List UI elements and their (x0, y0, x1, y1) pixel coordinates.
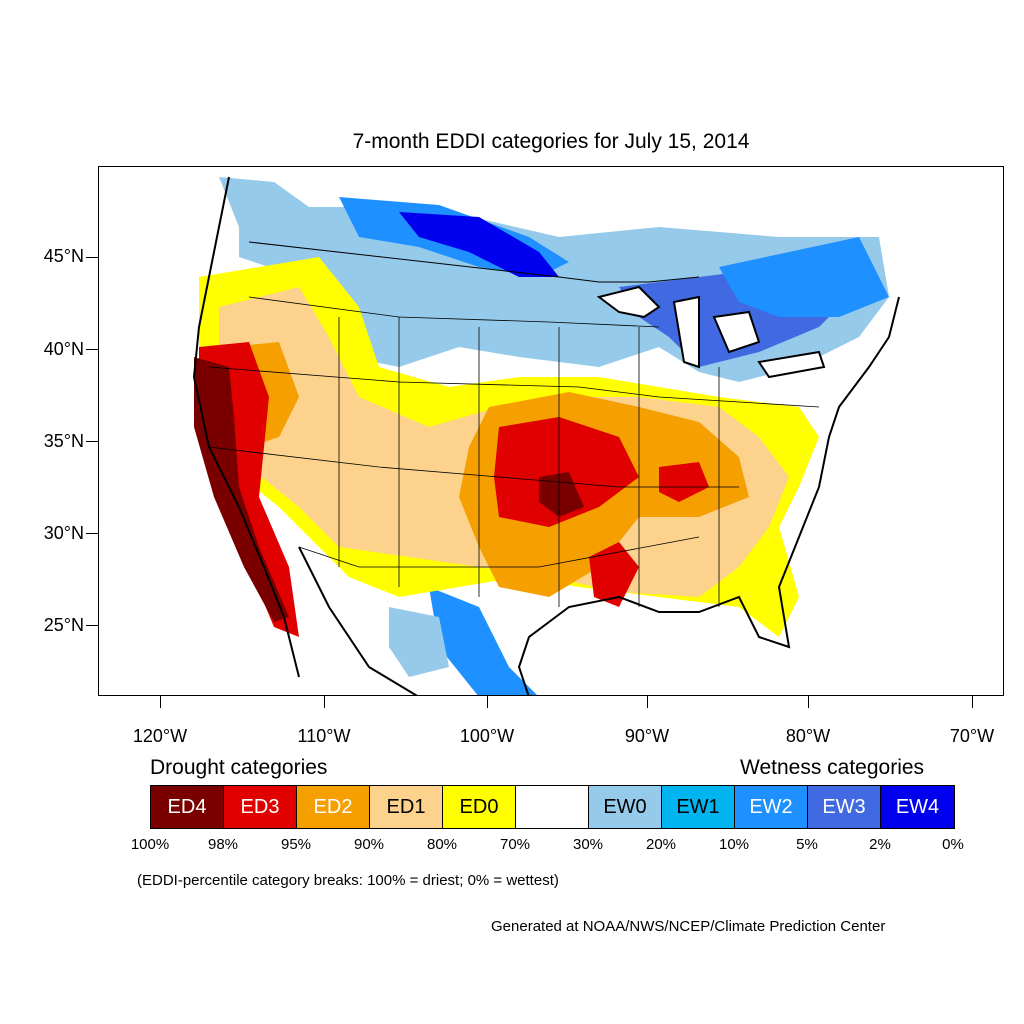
canada-border (248, 241, 700, 283)
legend-percent-label: 80% (426, 836, 458, 853)
legend-note: (EDDI-percentile category breaks: 100% =… (137, 872, 559, 889)
lat-label-40: 40°N (43, 339, 84, 359)
lon-label-110: 110°W (297, 726, 351, 746)
legend-percent-label: 5% (796, 836, 818, 853)
lat-tick (86, 257, 98, 258)
lat-tick (86, 349, 98, 350)
legend-box-neutral (516, 786, 589, 828)
legend-percent-label: 2% (869, 836, 891, 853)
legend-box-ew0: EW0 (589, 786, 662, 828)
lat-tick (86, 533, 98, 534)
legend-box-ew3: EW3 (808, 786, 881, 828)
lon-tick (972, 696, 973, 708)
lat-label-35: 35°N (43, 431, 84, 451)
credit-text: Generated at NOAA/NWS/NCEP/Climate Predi… (491, 918, 886, 935)
lon-label-90: 90°W (624, 726, 670, 746)
lon-tick (487, 696, 488, 708)
drought-ed3-plains (494, 417, 639, 527)
lon-tick (647, 696, 648, 708)
lon-label-80: 80°W (785, 726, 831, 746)
drought-ed3-kentucky (659, 462, 709, 502)
lon-tick (324, 696, 325, 708)
legend-box-ew1: EW1 (662, 786, 735, 828)
wet-region-mexico (389, 607, 449, 677)
legend-box-ed2: ED2 (297, 786, 370, 828)
legend-box-ew4: EW4 (881, 786, 954, 828)
lon-label-100: 100°W (459, 726, 515, 746)
drought-ed4-california (194, 357, 289, 622)
lat-label-30: 30°N (43, 523, 84, 543)
legend-percent-label: 20% (645, 836, 677, 853)
eddi-map (98, 166, 1004, 696)
legend-box-ed0: ED0 (443, 786, 516, 828)
lon-label-120: 120°W (132, 726, 188, 746)
legend-percent-label: 0% (942, 836, 964, 853)
legend-percent-label: 90% (353, 836, 385, 853)
wet-region-plains-core (399, 212, 559, 277)
great-lakes (596, 285, 826, 379)
wet-region-texas (429, 587, 537, 695)
map-canvas (192, 176, 900, 695)
map-title: 7-month EDDI categories for July 15, 201… (352, 130, 750, 153)
lat-label-45: 45°N (43, 246, 84, 266)
lat-tick (86, 625, 98, 626)
legend-percent-label: 100% (130, 836, 170, 853)
legend-percent-label: 10% (718, 836, 750, 853)
state-borders (208, 296, 820, 607)
legend-color-bar: ED4 ED3 ED2 ED1 ED0 EW0 EW1 EW2 EW3 EW4 (150, 785, 955, 829)
wetness-categories-heading: Wetness categories (740, 756, 925, 779)
legend-percent-label: 98% (207, 836, 239, 853)
legend-percent-label: 95% (280, 836, 312, 853)
wet-region-northeast (719, 237, 889, 317)
coastline (192, 176, 900, 695)
drought-ed3-lower-mississippi (589, 542, 639, 607)
lon-label-70: 70°W (949, 726, 995, 746)
lon-tick (808, 696, 809, 708)
lon-tick (160, 696, 161, 708)
legend-box-ew2: EW2 (735, 786, 808, 828)
legend-percent-label: 70% (499, 836, 531, 853)
legend-box-ed3: ED3 (224, 786, 297, 828)
lat-tick (86, 441, 98, 442)
legend-percent-label: 30% (572, 836, 604, 853)
drought-categories-heading: Drought categories (150, 756, 328, 779)
lat-label-25: 25°N (43, 615, 84, 635)
wet-region-northwest (219, 177, 309, 262)
legend-box-ed1: ED1 (370, 786, 443, 828)
legend-box-ed4: ED4 (151, 786, 224, 828)
